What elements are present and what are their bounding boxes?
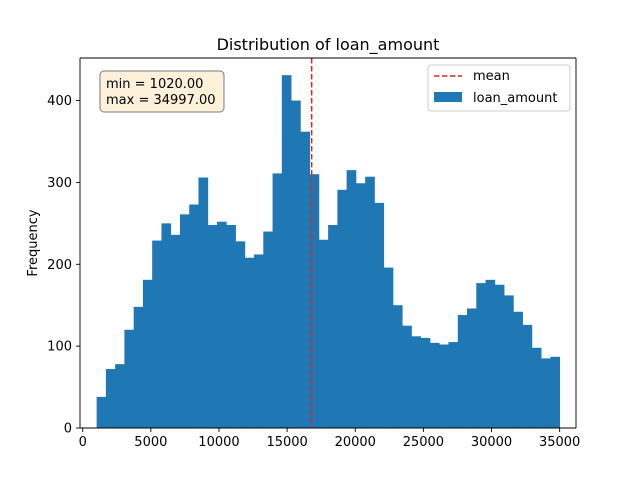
x-tick-label: 5000	[134, 435, 167, 450]
x-tick-label: 30000	[471, 435, 512, 450]
histogram-bar	[467, 308, 477, 428]
histogram-bar	[402, 325, 412, 428]
histogram-bar	[337, 189, 348, 428]
histogram-bar	[522, 324, 533, 428]
histogram-bar	[105, 369, 116, 428]
histogram-bar	[448, 342, 459, 428]
stats-box-background	[99, 70, 225, 113]
histogram-bar	[226, 224, 236, 428]
histogram-bar	[115, 364, 125, 428]
legend: mean loan_amount	[427, 64, 571, 112]
histogram-bar	[494, 284, 505, 428]
x-tick-label: 0	[79, 435, 87, 450]
legend-frame	[427, 64, 571, 112]
histogram-bar	[300, 131, 310, 429]
histogram-bar	[161, 223, 172, 428]
histogram-bar	[189, 204, 199, 428]
y-tick-label: 400	[47, 94, 72, 109]
histogram-bar	[170, 234, 181, 428]
histogram-bar	[429, 342, 440, 428]
histogram-bar	[420, 337, 431, 428]
chart-title: Distribution of loan_amount	[217, 35, 440, 55]
histogram-bar	[550, 356, 561, 428]
histogram-bar	[513, 311, 523, 428]
histogram-bar	[392, 305, 403, 428]
stats-min-label: min = 1020.00	[106, 77, 203, 92]
histogram-bar	[328, 224, 338, 428]
histogram-bar	[152, 240, 162, 428]
x-tick-label: 10000	[198, 435, 239, 450]
stats-max-label: max = 34997.00	[106, 93, 216, 108]
axes-frame	[79, 57, 577, 429]
x-tick-label: 35000	[539, 435, 580, 450]
y-tick-label: 200	[47, 258, 72, 273]
histogram-bar	[254, 254, 264, 428]
y-tick-label: 0	[64, 422, 72, 437]
histogram-bar	[411, 336, 422, 428]
histogram-bar	[96, 396, 107, 428]
histogram-bar	[291, 100, 301, 428]
histogram-bar	[272, 173, 283, 428]
histogram-bar	[207, 224, 218, 428]
histogram-bar	[457, 315, 468, 428]
histogram-bar	[179, 214, 190, 428]
y-tick-label: 100	[47, 340, 72, 355]
legend-loan-amount-swatch	[434, 92, 462, 102]
histogram-bar	[263, 231, 273, 428]
histogram-bars	[96, 75, 561, 429]
y-tick-label: 300	[47, 176, 72, 191]
x-ticks: 0 5000 10000 15000 20000 25000 30000 35000	[79, 428, 580, 450]
histogram-bar	[365, 176, 375, 428]
histogram-bar	[198, 177, 209, 428]
histogram-bar	[346, 170, 357, 429]
histogram-bar	[374, 202, 385, 428]
histogram-bar	[244, 257, 255, 428]
histogram-bar	[124, 329, 135, 428]
legend-mean-label: mean	[473, 69, 510, 84]
x-tick-label: 15000	[266, 435, 307, 450]
histogram-bar	[485, 279, 496, 428]
x-tick-label: 25000	[403, 435, 444, 450]
histogram-bar	[318, 239, 329, 428]
legend-loan-amount-label: loan_amount	[473, 91, 557, 106]
histogram-bar	[309, 174, 320, 428]
histogram-bar	[355, 183, 366, 428]
y-ticks: 0 100 200 300 400	[47, 94, 80, 437]
y-axis-label: Frequency	[26, 209, 41, 276]
histogram-bar	[142, 279, 153, 428]
histogram-bar	[531, 347, 542, 428]
histogram-bar	[504, 295, 514, 428]
histogram-bar	[541, 358, 551, 428]
x-tick-label: 20000	[335, 435, 376, 450]
histogram-bar	[281, 75, 292, 429]
histogram-bar	[476, 283, 486, 428]
histogram-bar	[383, 267, 394, 428]
histogram-bar	[216, 221, 227, 428]
stats-box: min = 1020.00 max = 34997.00	[99, 70, 225, 113]
histogram-bar	[235, 241, 246, 428]
histogram-bar	[439, 344, 449, 428]
histogram-bar	[133, 306, 144, 428]
